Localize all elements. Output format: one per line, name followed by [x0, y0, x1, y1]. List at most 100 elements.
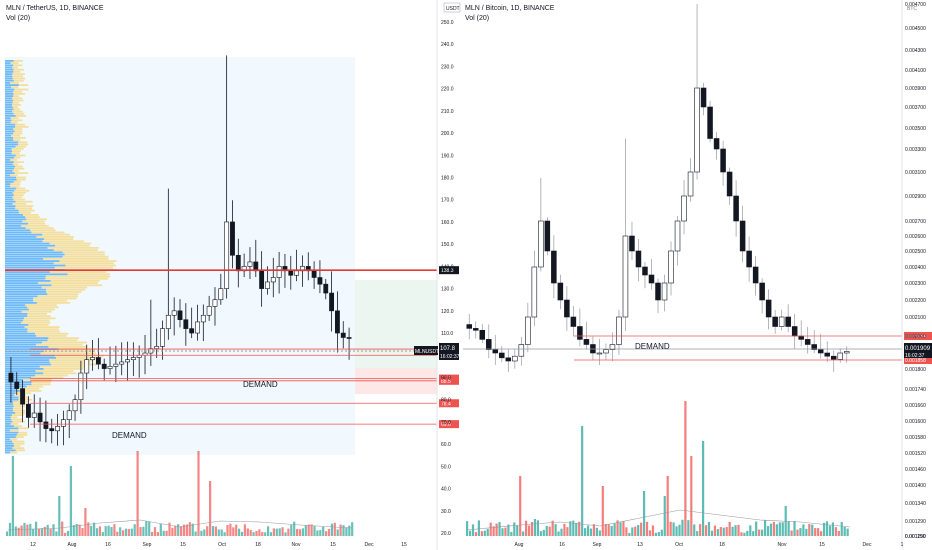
volume-bar — [778, 522, 781, 536]
right-time-axis[interactable]: Aug 16 Sep 13 Oct 18 Nov 15 Dec 1 — [515, 542, 904, 548]
vp-bar-blue — [5, 363, 52, 366]
vp-bar-yellow — [43, 350, 94, 353]
candle-body — [726, 171, 733, 197]
vp-bar-blue — [5, 313, 28, 315]
vp-bar-yellow — [25, 227, 54, 229]
volume-bar — [578, 521, 581, 536]
vp-bar-blue — [5, 97, 13, 100]
vp-bar-blue — [5, 326, 25, 328]
vp-bar-blue — [5, 227, 26, 229]
volume-bar — [98, 526, 101, 536]
vp-bar-yellow — [49, 242, 92, 245]
vp-bar-yellow — [26, 218, 47, 221]
vp-bar-blue — [5, 93, 14, 95]
candle-body — [622, 235, 629, 318]
vp-bar-blue — [5, 440, 13, 443]
left-volume-profile — [5, 60, 118, 454]
vp-bar-blue — [5, 123, 16, 126]
vp-bar-blue — [5, 249, 54, 251]
vp-bar-blue — [5, 216, 26, 218]
level-label: 78.4 — [441, 401, 451, 407]
volume-bar — [669, 521, 672, 536]
vp-bar-yellow — [11, 134, 21, 137]
volume-bar — [725, 527, 728, 536]
volume-bar — [249, 529, 252, 536]
volume-bar — [566, 527, 569, 536]
vp-bar-blue — [5, 335, 37, 337]
vp-bar-yellow — [35, 370, 74, 372]
volume-bar — [519, 476, 522, 536]
candle-body — [311, 270, 317, 278]
volume-bar — [722, 527, 725, 536]
vp-bar-blue — [5, 412, 16, 414]
volume-bar — [716, 529, 719, 536]
vp-bar-blue — [5, 137, 14, 139]
vp-bar-yellow — [12, 66, 18, 69]
volume-bar — [690, 456, 693, 536]
vp-bar-yellow — [15, 165, 23, 168]
left-axis-tick: 190.0 — [441, 153, 454, 159]
left-price-axis[interactable]: 250.0 240.0 230.0 220.0 210.0 200.0 190.0 180.0… — [436, 0, 454, 550]
vp-bar-blue — [5, 297, 34, 300]
left-axis-tick: 180.0 — [441, 176, 454, 182]
vp-bar-blue — [5, 141, 19, 144]
vp-bar-yellow — [10, 159, 18, 161]
volume-bar — [220, 529, 223, 536]
right-price-axis[interactable]: 0.004700 0.004500 0.004300 0.004100 0.003900… — [901, 0, 926, 550]
vp-bar-yellow — [10, 62, 19, 64]
left-axis-tick: 110.0 — [441, 331, 453, 337]
candle-body — [557, 282, 564, 301]
left-price-time: 16:02:37 — [440, 354, 460, 360]
candle-body — [512, 355, 518, 362]
candle-body — [544, 220, 551, 252]
vp-bar-blue — [5, 431, 19, 434]
candle-body — [206, 306, 212, 316]
vp-bar-blue — [5, 156, 14, 159]
vp-bar-yellow — [12, 203, 27, 205]
vp-bar-blue — [5, 189, 15, 192]
left-symbol-label: MLNUSDT — [415, 349, 439, 355]
vp-bar-yellow — [13, 156, 21, 159]
volume-bar — [101, 532, 104, 536]
left-volume-bars — [6, 451, 354, 536]
volume-bar — [26, 524, 29, 536]
candle-body — [616, 316, 622, 345]
volume-bar — [766, 526, 770, 536]
vp-bar-yellow — [18, 209, 35, 212]
vp-bar-blue — [5, 130, 15, 133]
volume-bar — [180, 526, 183, 536]
vp-bar-yellow — [18, 431, 28, 434]
candle-body — [830, 355, 837, 360]
vp-bar-blue — [5, 304, 26, 306]
vp-bar-blue — [5, 233, 43, 236]
volume-bar — [831, 522, 834, 536]
volume-bar — [678, 524, 681, 536]
volume-bar — [124, 528, 128, 536]
right-x-tick: 18 — [719, 542, 725, 548]
candle-body — [681, 195, 687, 222]
left-time-axis[interactable]: 12 Aug 16 Sep 15 Oct 18 Nov 15 Dec 15 — [30, 542, 407, 548]
left-axis-tick: 70.0 — [441, 420, 451, 426]
candle-body — [843, 351, 850, 354]
candle-body — [804, 339, 811, 345]
vp-bar-yellow — [62, 251, 105, 254]
right-demand-zone — [574, 336, 902, 360]
vp-bar-yellow — [13, 405, 25, 408]
volume-bar — [211, 526, 215, 536]
left-axis-tick: 160.0 — [441, 220, 454, 226]
candle-body — [125, 359, 130, 363]
vp-bar-blue — [5, 284, 52, 287]
right-x-tick: 15 — [819, 542, 825, 548]
vp-bar-yellow — [16, 187, 26, 190]
level-label: 0.001858 — [905, 358, 926, 364]
left-chart-title: MLN / TetherUS, 1D, BINANCE — [6, 5, 104, 12]
vp-bar-blue — [5, 354, 55, 357]
vp-bar-yellow — [16, 178, 26, 181]
volume-bar — [563, 523, 566, 536]
candle-body — [583, 339, 590, 345]
candle-body — [288, 270, 294, 276]
volume-bar — [84, 508, 87, 536]
volume-bar — [728, 521, 731, 536]
volume-bar — [654, 532, 657, 536]
vp-bar-blue — [5, 438, 11, 441]
